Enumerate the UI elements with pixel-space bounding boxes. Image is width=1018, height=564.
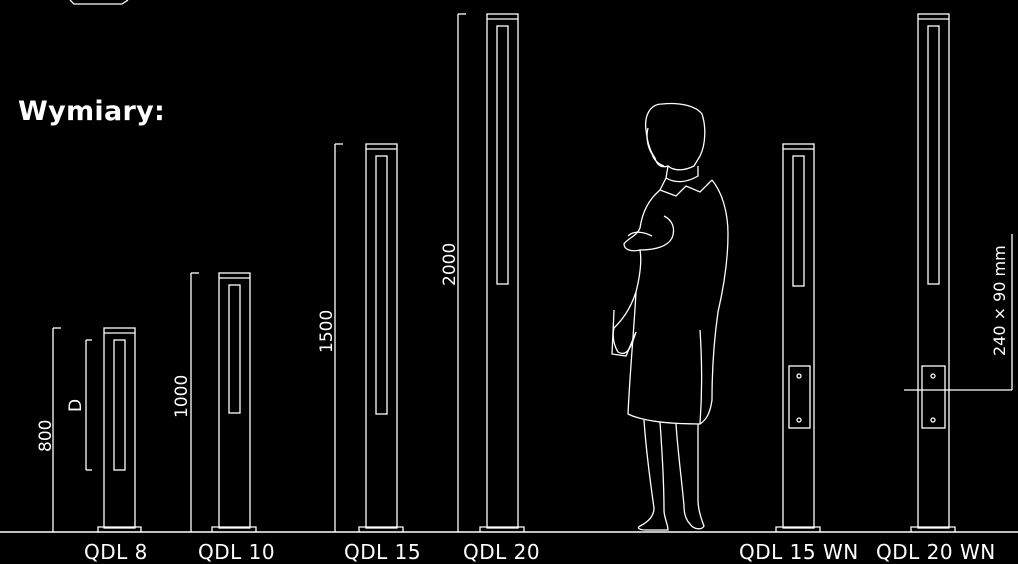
height-label-800: 800 (36, 420, 56, 452)
screw-icon (930, 417, 936, 423)
page-title: Wymiary: (18, 96, 166, 127)
screw-icon (796, 373, 802, 379)
model-label-qdl-8: QDL 8 (84, 540, 148, 564)
model-label-qdl-15: QDL 15 (344, 540, 422, 564)
screw-icon (930, 373, 936, 379)
screw-icon (796, 417, 802, 423)
cropped-product-outline (69, 0, 129, 5)
height-label-1000: 1000 (172, 375, 192, 418)
wall-box-qdl-15-wn (788, 365, 811, 429)
model-label-qdl-20: QDL 20 (463, 540, 541, 564)
post-qdl-8 (52, 327, 142, 532)
model-label-qdl-15-wn: QDL 15 WN (739, 540, 859, 564)
model-label-qdl-10: QDL 10 (198, 540, 276, 564)
post-qdl-15-wn (775, 143, 821, 532)
post-qdl-20-wn (904, 13, 1013, 532)
dimension-label-d: D (66, 399, 86, 412)
wall-box-dimension-label: 240 × 90 mm (990, 245, 1009, 356)
post-qdl-20 (457, 13, 525, 532)
post-qdl-10 (190, 272, 257, 532)
post-qdl-15 (334, 143, 404, 532)
wall-box-qdl-20-wn (921, 365, 946, 429)
person-silhouette (611, 102, 729, 531)
height-label-2000: 2000 (440, 243, 460, 286)
height-label-1500: 1500 (317, 310, 337, 353)
model-label-qdl-20-wn: QDL 20 WN (876, 540, 996, 564)
